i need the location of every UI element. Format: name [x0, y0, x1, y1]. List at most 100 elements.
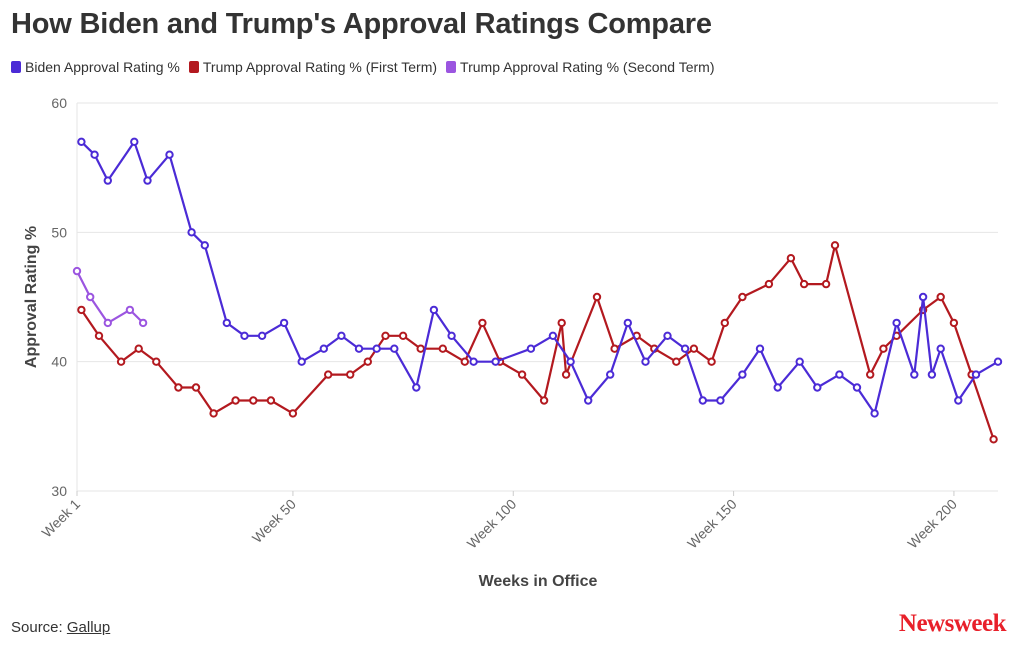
data-point[interactable]: [989, 435, 998, 444]
data-point[interactable]: [936, 344, 945, 353]
data-point[interactable]: [910, 370, 919, 379]
data-point[interactable]: [416, 344, 425, 353]
newsweek-logo[interactable]: Newsweek: [898, 610, 1007, 637]
data-point[interactable]: [363, 357, 372, 366]
data-point[interactable]: [491, 357, 500, 366]
data-point[interactable]: [786, 254, 796, 263]
data-point[interactable]: [209, 409, 218, 418]
data-point[interactable]: [143, 176, 152, 185]
data-point[interactable]: [390, 344, 399, 353]
data-point[interactable]: [954, 396, 963, 405]
data-point[interactable]: [478, 318, 487, 328]
data-point[interactable]: [689, 344, 699, 353]
data-point[interactable]: [623, 318, 632, 328]
data-point[interactable]: [134, 344, 143, 353]
data-point[interactable]: [103, 318, 113, 328]
data-point[interactable]: [200, 241, 210, 250]
data-point[interactable]: [738, 370, 747, 379]
data-point[interactable]: [993, 357, 1003, 366]
data-point[interactable]: [337, 331, 346, 340]
data-point[interactable]: [716, 396, 725, 405]
data-point[interactable]: [94, 331, 104, 340]
legend-item-trump-first-term[interactable]: Trump Approval Rating % (First Term): [188, 59, 437, 75]
data-point[interactable]: [152, 357, 161, 366]
data-point[interactable]: [795, 357, 804, 366]
source-link[interactable]: Gallup: [66, 619, 111, 636]
data-point[interactable]: [138, 318, 148, 328]
data-point[interactable]: [852, 383, 862, 392]
data-point[interactable]: [77, 137, 86, 147]
data-point[interactable]: [231, 396, 240, 405]
data-point[interactable]: [971, 370, 981, 379]
legend-item-trump-second-term[interactable]: Trump Approval Rating % (Second Term): [446, 59, 715, 75]
data-point[interactable]: [698, 396, 707, 405]
data-point[interactable]: [539, 396, 549, 405]
data-point[interactable]: [813, 383, 822, 392]
data-point[interactable]: [116, 357, 126, 366]
data-point[interactable]: [130, 137, 139, 147]
data-point[interactable]: [927, 370, 937, 379]
data-point[interactable]: [191, 383, 201, 392]
data-point[interactable]: [561, 370, 571, 379]
data-point[interactable]: [429, 305, 439, 315]
data-point[interactable]: [773, 383, 782, 392]
data-point[interactable]: [279, 318, 289, 328]
data-point[interactable]: [297, 357, 306, 366]
data-point[interactable]: [103, 176, 113, 185]
data-point[interactable]: [764, 279, 774, 289]
data-point[interactable]: [469, 357, 478, 366]
data-point[interactable]: [641, 357, 650, 366]
data-point[interactable]: [936, 292, 945, 302]
data-point[interactable]: [866, 370, 875, 379]
data-point[interactable]: [517, 370, 527, 379]
data-point[interactable]: [447, 331, 456, 340]
data-point[interactable]: [187, 228, 196, 237]
data-point[interactable]: [346, 370, 355, 379]
data-point[interactable]: [918, 292, 928, 302]
data-point[interactable]: [870, 409, 879, 418]
data-point[interactable]: [606, 370, 615, 379]
data-point[interactable]: [566, 357, 575, 366]
data-point[interactable]: [240, 331, 249, 340]
data-point[interactable]: [398, 331, 408, 340]
data-point[interactable]: [222, 318, 232, 328]
data-point[interactable]: [548, 331, 558, 340]
data-point[interactable]: [680, 344, 690, 353]
legend-item-biden[interactable]: Biden Approval Rating %: [11, 59, 180, 75]
data-point[interactable]: [72, 266, 82, 276]
data-point[interactable]: [592, 292, 602, 302]
data-point[interactable]: [835, 370, 844, 379]
data-point[interactable]: [165, 150, 174, 159]
data-point[interactable]: [257, 331, 267, 340]
data-point[interactable]: [830, 241, 840, 250]
data-point[interactable]: [381, 331, 390, 340]
data-point[interactable]: [249, 396, 258, 405]
data-point[interactable]: [324, 370, 333, 379]
data-point[interactable]: [77, 305, 86, 315]
data-point[interactable]: [319, 344, 328, 353]
data-point[interactable]: [707, 357, 716, 366]
data-point[interactable]: [879, 344, 888, 353]
data-point[interactable]: [90, 150, 99, 159]
data-point[interactable]: [412, 383, 421, 392]
data-point[interactable]: [86, 292, 95, 302]
data-point[interactable]: [949, 318, 959, 328]
data-point[interactable]: [755, 344, 765, 353]
data-point[interactable]: [288, 409, 298, 418]
data-point[interactable]: [354, 344, 364, 353]
data-point[interactable]: [584, 396, 593, 405]
data-point[interactable]: [799, 279, 809, 289]
data-point[interactable]: [610, 344, 619, 353]
data-point[interactable]: [720, 318, 729, 328]
data-point[interactable]: [663, 331, 672, 340]
data-point[interactable]: [438, 344, 447, 353]
data-point[interactable]: [557, 318, 566, 328]
data-point[interactable]: [125, 305, 135, 315]
data-point[interactable]: [526, 344, 536, 353]
data-point[interactable]: [892, 318, 901, 328]
data-point[interactable]: [672, 357, 681, 366]
data-point[interactable]: [372, 344, 381, 353]
data-point[interactable]: [460, 357, 469, 366]
data-point[interactable]: [174, 383, 183, 392]
data-point[interactable]: [738, 292, 747, 302]
